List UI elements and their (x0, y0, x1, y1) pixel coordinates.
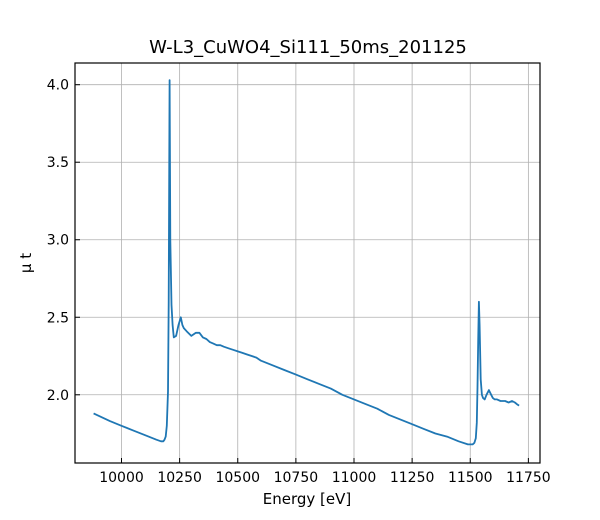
series-line (93, 79, 520, 446)
x-tick-label: 10000 (99, 470, 144, 486)
x-ticks: 10000 10250 10500 10750 11000 11250 11500 11750 (99, 458, 551, 486)
x-tick-label: 11250 (390, 470, 435, 486)
x-tick-label: 10250 (157, 470, 202, 486)
y-tick-label: 3.5 (47, 155, 69, 171)
y-axis-label: μ t (17, 253, 35, 273)
y-tick-label: 2.5 (47, 310, 69, 326)
series-layer (93, 79, 520, 446)
y-ticks: 2.0 2.5 3.0 3.5 4.0 (47, 78, 80, 404)
plot-frame (74, 62, 541, 464)
x-tick-label: 11000 (332, 470, 377, 486)
x-tick-label: 11750 (506, 470, 551, 486)
y-tick-label: 3.0 (47, 233, 69, 249)
x-axis-label: Energy [eV] (263, 490, 351, 508)
chart-title: W-L3_CuWO4_Si111_50ms_201125 (149, 37, 467, 58)
x-tick-label: 10750 (274, 470, 319, 486)
x-tick-label: 11500 (448, 470, 493, 486)
y-tick-label: 4.0 (47, 78, 69, 94)
x-tick-label: 10500 (215, 470, 260, 486)
y-tick-label: 2.0 (47, 388, 69, 404)
grid (75, 63, 540, 463)
